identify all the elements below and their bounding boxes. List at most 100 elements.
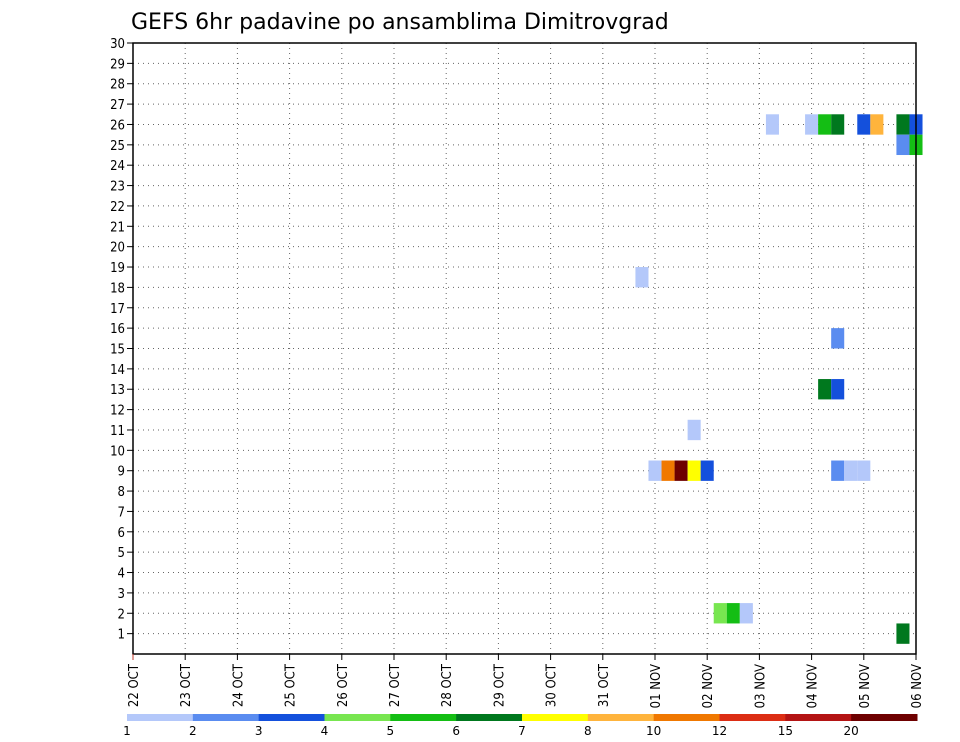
legend-swatch	[258, 714, 325, 721]
y-tick-label: 21	[110, 220, 125, 235]
x-tick-label: 27 OCT	[388, 663, 403, 707]
x-tick-label: 31 OCT	[597, 663, 612, 707]
y-tick-label: 27	[110, 98, 125, 113]
legend-label: 1	[123, 724, 131, 738]
data-cell	[831, 460, 845, 481]
y-tick-label: 18	[110, 281, 125, 296]
data-cell	[857, 114, 871, 135]
x-tick-label: 28 OCT	[440, 663, 455, 707]
legend-swatch	[653, 714, 720, 721]
data-cell	[648, 460, 662, 481]
legend-swatch	[127, 714, 194, 721]
y-tick-label: 5	[118, 546, 125, 561]
legend-swatch	[390, 714, 457, 721]
x-tick-label: 05 NOV	[858, 664, 873, 708]
legend-label: 15	[778, 724, 793, 738]
x-tick-label: 23 OCT	[179, 663, 194, 707]
y-tick-label: 6	[118, 526, 125, 541]
x-axis: 22 OCT 23 OCT 24 OCT 25 OCT 26 OCT 27 OCT 28 O…	[127, 654, 925, 708]
y-tick-label: 7	[118, 505, 125, 520]
data-cell	[870, 114, 884, 135]
y-tick-label: 15	[110, 343, 125, 358]
data-cell	[713, 603, 727, 624]
data-cell	[831, 328, 845, 349]
chart-title: GEFS 6hr padavine po ansamblima Dimitrov…	[131, 10, 669, 35]
y-tick-label: 28	[110, 78, 125, 93]
data-cell	[857, 460, 871, 481]
y-tick-label: 19	[110, 261, 125, 276]
y-axis: 1234567891011121314151617181920212223242…	[110, 37, 133, 643]
data-cell	[818, 379, 832, 400]
x-tick-label: 03 NOV	[753, 664, 768, 708]
legend-swatch	[719, 714, 786, 721]
x-tick-label: 24 OCT	[231, 663, 246, 707]
data-cell	[896, 114, 910, 135]
data-cell	[635, 267, 649, 288]
data-cell	[687, 419, 701, 441]
data-cell	[674, 460, 688, 481]
x-tick-label: 04 NOV	[806, 664, 821, 708]
legend-label: 20	[844, 724, 859, 738]
y-tick-label: 12	[110, 404, 125, 419]
legend-label: 2	[189, 724, 197, 738]
y-tick-label: 16	[110, 322, 125, 337]
legend-swatch	[324, 714, 391, 721]
grid	[133, 42, 916, 654]
legend-swatch	[522, 714, 589, 721]
y-tick-label: 11	[110, 424, 125, 439]
y-tick-label: 3	[118, 587, 125, 602]
legend-label: 3	[255, 724, 263, 738]
x-tick-label: 26 OCT	[336, 663, 351, 707]
legend-label: 7	[518, 724, 526, 738]
x-tick-label: 29 OCT	[492, 663, 507, 707]
y-tick-label: 20	[110, 241, 125, 256]
legend-swatch	[785, 714, 852, 721]
x-tick-label: 01 NOV	[649, 664, 664, 708]
y-tick-label: 17	[110, 302, 125, 317]
data-cell	[805, 114, 819, 135]
data-cell	[831, 379, 845, 400]
data-cell	[687, 460, 701, 481]
y-tick-label: 1	[118, 628, 125, 643]
data-cell	[765, 114, 779, 135]
legend-label: 6	[452, 724, 460, 738]
y-tick-label: 30	[110, 37, 125, 52]
data-cell	[896, 623, 910, 644]
y-tick-label: 24	[110, 159, 125, 174]
data-cell	[844, 460, 858, 481]
legend-label: 5	[387, 724, 395, 738]
y-tick-label: 10	[110, 444, 125, 459]
legend-swatch	[456, 714, 523, 721]
y-tick-label: 9	[118, 465, 125, 480]
data-cell	[896, 134, 910, 156]
legend-label: 8	[584, 724, 592, 738]
data-cell	[726, 603, 740, 624]
x-tick-label: 30 OCT	[545, 663, 560, 707]
y-tick-label: 13	[110, 383, 125, 398]
legend-label: 4	[321, 724, 329, 738]
y-tick-label: 8	[118, 485, 125, 500]
x-tick-label: 22 OCT	[127, 663, 142, 707]
y-tick-label: 22	[110, 200, 125, 215]
legend-swatch	[851, 714, 918, 721]
data-cell	[739, 603, 753, 624]
y-tick-label: 2	[118, 607, 125, 622]
y-tick-label: 25	[110, 139, 125, 154]
data-cell	[661, 460, 675, 481]
y-tick-label: 14	[110, 363, 125, 378]
data-cell	[700, 460, 714, 481]
data-cells	[635, 114, 923, 644]
x-tick-label: 02 NOV	[701, 664, 716, 708]
legend-label: 10	[646, 724, 661, 738]
data-cell	[831, 114, 845, 135]
legend-label: 12	[712, 724, 727, 738]
y-tick-label: 26	[110, 118, 125, 133]
legend-swatch	[587, 714, 655, 721]
data-cell	[818, 114, 832, 135]
x-tick-label: 25 OCT	[284, 663, 299, 707]
y-tick-label: 23	[110, 180, 125, 195]
color-legend: 1 2 3 4 5 6 7 8 10 12 15 20	[123, 714, 918, 738]
y-tick-label: 29	[110, 57, 125, 72]
y-tick-label: 4	[118, 567, 125, 582]
